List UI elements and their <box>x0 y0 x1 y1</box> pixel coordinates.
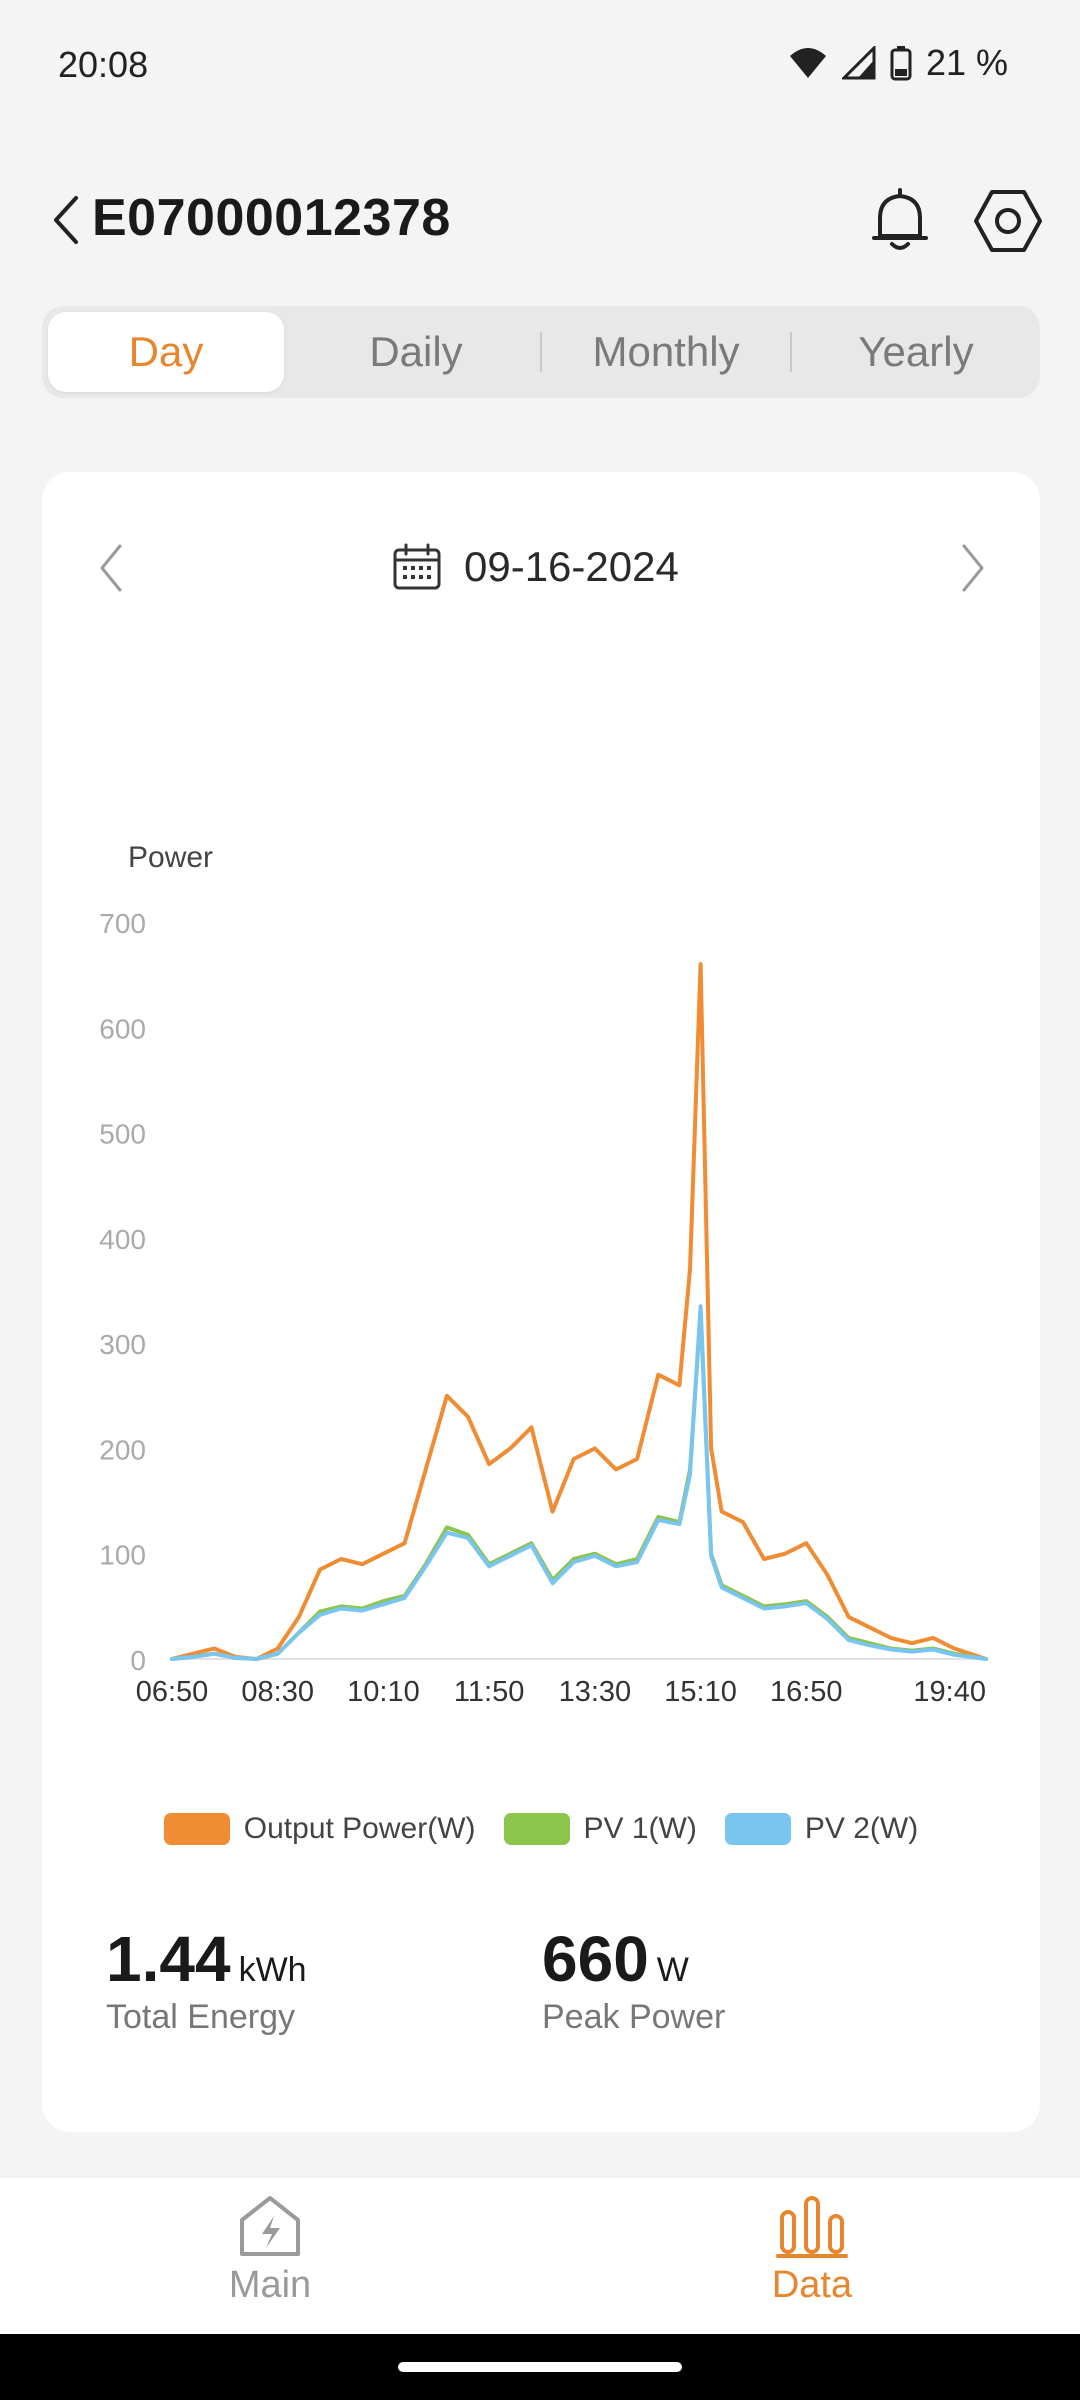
calendar-icon <box>393 543 441 590</box>
series-line-pv1 <box>170 1309 988 1661</box>
chart-legend: Output Power(W) PV 1(W) PV 2(W) <box>42 1812 1040 1846</box>
battery-icon <box>890 46 912 81</box>
signal-icon <box>841 46 876 80</box>
nav-main[interactable]: Main <box>170 2192 370 2307</box>
nav-main-label: Main <box>228 2264 312 2306</box>
bell-icon[interactable] <box>868 186 932 256</box>
tab-divider <box>540 332 542 372</box>
total-energy-unit: kWh <box>238 1951 307 1989</box>
next-day-button[interactable] <box>952 538 992 598</box>
peak-power-value: 660 <box>542 1923 649 1995</box>
legend-swatch <box>163 1813 230 1845</box>
status-bar: 20:08 21 % <box>0 0 1080 130</box>
home-bolt-icon <box>240 2196 300 2256</box>
device-title: E07000012378 <box>92 189 451 247</box>
battery-percent: 21 % <box>925 42 1008 83</box>
tab-yearly[interactable]: Yearly <box>858 328 974 375</box>
legend-label: Output Power(W) <box>243 1812 476 1845</box>
x-tick-label: 08:30 <box>241 1676 314 1708</box>
y-tick-label: 100 <box>99 1540 146 1571</box>
power-chart: Power 0 100 200 300 400 500 600 700 06:50 08:30 1… <box>99 841 988 1708</box>
wifi-icon <box>789 48 826 78</box>
status-time: 20:08 <box>58 44 149 85</box>
period-tabs: Day Daily Monthly Yearly <box>42 306 1040 398</box>
x-tick-label: 16:50 <box>770 1676 843 1708</box>
x-tick-label: 06:50 <box>136 1676 209 1708</box>
back-button[interactable] <box>44 192 88 248</box>
bottom-nav: Main Data <box>0 2178 1080 2334</box>
system-nav-bar <box>0 2334 1080 2400</box>
y-tick-label: 300 <box>99 1329 146 1360</box>
legend-pv2[interactable]: PV 2(W) <box>724 1812 919 1846</box>
x-tick-label: 19:40 <box>913 1676 986 1708</box>
total-energy-label: Total Energy <box>106 1998 295 2036</box>
date-picker[interactable]: 09-16-2024 <box>392 532 679 602</box>
total-energy-value: 1.44 <box>106 1923 231 1995</box>
x-tick-label: 15:10 <box>664 1676 737 1708</box>
energy-stats: 1.44 kWh Total Energy 660 W Peak Power <box>42 1922 1040 2082</box>
settings-icon[interactable] <box>972 186 1044 256</box>
y-axis-label: Power <box>128 841 213 874</box>
date-selector: 09-16-2024 <box>42 532 1040 602</box>
chart-card: 09-16-2024 Power 0 100 200 300 400 500 600 700 … <box>42 472 1040 2132</box>
y-tick-label: 500 <box>99 1119 146 1150</box>
legend-swatch <box>503 1813 570 1845</box>
x-tick-label: 11:50 <box>454 1676 524 1708</box>
x-tick-label: 10:10 <box>347 1676 420 1708</box>
y-tick-label: 0 <box>130 1645 146 1676</box>
legend-label: PV 1(W) <box>583 1812 697 1845</box>
legend-label: PV 2(W) <box>804 1812 919 1845</box>
peak-power-label: Peak Power <box>542 1998 726 2036</box>
legend-pv1[interactable]: PV 1(W) <box>503 1812 697 1846</box>
tab-day[interactable]: Day <box>48 312 284 392</box>
status-icons: 21 % <box>788 42 1008 84</box>
home-gesture-bar[interactable] <box>398 2362 682 2372</box>
bar-chart-icon <box>776 2196 848 2258</box>
series-line-output-power <box>170 962 988 1661</box>
prev-day-button[interactable] <box>92 538 132 598</box>
tab-daily[interactable]: Daily <box>369 328 463 375</box>
y-tick-label: 200 <box>99 1434 146 1465</box>
total-energy-stat: 1.44 kWh Total Energy <box>106 1922 307 2037</box>
series-line-pv2 <box>170 1304 988 1661</box>
x-tick-label: 13:30 <box>559 1676 632 1708</box>
header: E07000012378 <box>0 170 1080 270</box>
nav-data-label: Data <box>771 2264 853 2306</box>
peak-power-unit: W <box>656 1951 689 1989</box>
peak-power-stat: 660 W Peak Power <box>542 1922 725 2037</box>
nav-data[interactable]: Data <box>712 2192 912 2307</box>
tab-divider <box>790 332 792 372</box>
y-tick-label: 700 <box>99 908 146 939</box>
legend-output-power[interactable]: Output Power(W) <box>163 1812 476 1846</box>
date-text: 09-16-2024 <box>464 543 679 590</box>
y-tick-label: 400 <box>99 1224 146 1255</box>
y-tick-label: 600 <box>99 1013 146 1044</box>
tab-monthly[interactable]: Monthly <box>592 328 740 375</box>
legend-swatch <box>724 1813 791 1845</box>
